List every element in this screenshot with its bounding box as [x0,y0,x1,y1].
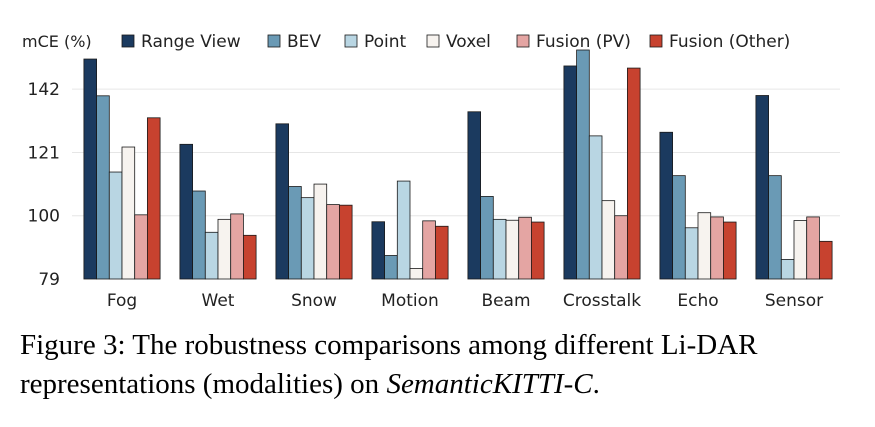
bar-snow-bev [288,186,302,280]
bar-fog-range-view [83,58,98,280]
bar-snow-fusion-pv [326,204,340,280]
legend-swatch-voxel [426,34,440,48]
bar-wet-bev [192,190,206,280]
bar-crosstalk-range-view [563,65,578,280]
y-axis-label: mCE (%) [22,32,92,51]
bar-snow-point [300,197,315,280]
legend-label-fusion-pv: Fusion (PV) [536,32,631,52]
bar-crosstalk-point [588,135,603,280]
bar-snow-range-view [275,123,289,280]
bar-echo-fusion-other [723,221,737,280]
bars [83,49,833,280]
category-label-beam: Beam [481,291,530,311]
legend-swatch-point [344,34,358,48]
legend-swatch-range-view [121,34,135,48]
bar-wet-fusion-other [242,234,257,280]
category-label-crosstalk: Crosstalk [563,291,641,311]
bar-fog-bev [96,95,110,280]
bar-fog-fusion-other [146,117,161,280]
category-label-echo: Echo [677,291,718,311]
bar-fog-point [108,171,123,280]
bar-sensor-point [780,259,795,280]
bar-echo-bev [672,175,686,280]
bar-sensor-fusion-pv [806,216,820,280]
figure-caption: Figure 3: The robustness comparisons amo… [20,326,860,404]
category-labels: Fog Wet Snow Motion Beam Crosstalk Echo Sensor [107,291,823,311]
bar-sensor-fusion-other [819,240,833,280]
bar-chart: mCE (%) Range View BEV Point Voxel Fusion (P… [22,32,840,311]
bar-beam-point [492,218,507,280]
bar-wet-fusion-pv [230,213,244,280]
bar-motion-bev [384,255,398,280]
bar-motion-fusion-pv [422,220,436,280]
bar-crosstalk-voxel [601,200,616,280]
bar-fog-voxel [121,146,136,280]
bar-beam-fusion-other [531,221,545,280]
bar-snow-fusion-other [338,204,353,280]
legend-label-fusion-other: Fusion (Other) [669,32,790,52]
bar-sensor-voxel [793,220,808,280]
legend: Range View BEV Point Voxel Fusion (PV) Fusion… [121,32,790,52]
bar-motion-point [396,180,411,280]
category-label-sensor: Sensor [765,291,823,311]
bar-echo-voxel [697,212,712,280]
bar-sensor-bev [768,175,782,280]
caption-dataset-name: SemanticKITTI-C [386,368,593,400]
bar-beam-fusion-pv [518,216,532,280]
bar-crosstalk-fusion-pv [614,215,628,280]
y-tick-142: 142 [28,80,60,100]
category-label-wet: Wet [202,291,235,311]
caption-text: Figure 3: The robustness comparisons amo… [20,329,758,400]
y-tick-121: 121 [28,143,60,163]
bar-motion-fusion-other [434,225,449,280]
bar-motion-voxel [409,268,424,280]
bar-wet-voxel [217,218,232,280]
y-tick-79: 79 [38,270,60,290]
category-label-motion: Motion [381,291,439,311]
bar-fog-fusion-pv [134,214,148,280]
y-tick-labels: 79 100 121 142 [28,80,60,290]
legend-label-point: Point [364,32,407,52]
bar-beam-bev [480,196,494,280]
bar-echo-fusion-pv [710,216,724,280]
bar-sensor-range-view [755,95,770,280]
legend-label-range-view: Range View [141,32,241,52]
bar-wet-point [204,231,219,280]
legend-swatch-bev [267,34,281,48]
legend-label-voxel: Voxel [446,32,491,52]
bar-crosstalk-fusion-other [627,67,641,280]
bar-wet-range-view [179,143,193,280]
y-tick-100: 100 [28,207,60,227]
bar-echo-range-view [659,131,674,280]
legend-label-bev: BEV [287,32,321,52]
legend-swatch-fusion-other [649,34,663,48]
bar-crosstalk-bev [576,49,590,280]
bar-echo-point [684,227,699,280]
category-label-fog: Fog [107,291,137,311]
bar-motion-range-view [371,221,385,280]
legend-swatch-fusion-pv [516,34,530,48]
bar-beam-range-view [467,111,481,280]
caption-end: . [592,368,600,400]
category-label-snow: Snow [291,291,337,311]
bar-beam-voxel [505,219,520,280]
bar-snow-voxel [313,183,328,280]
